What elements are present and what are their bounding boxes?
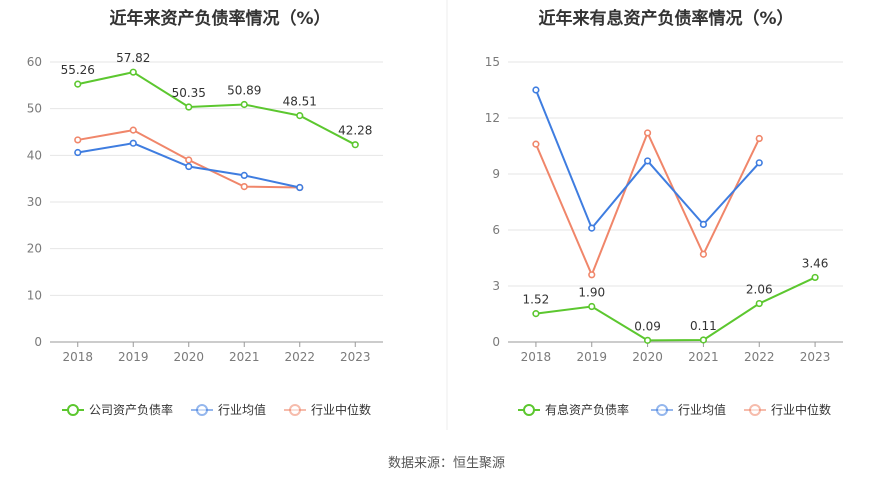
y-tick-label: 3 bbox=[492, 279, 500, 293]
data-label: 0.09 bbox=[634, 319, 661, 333]
data-point bbox=[755, 299, 763, 308]
data-point bbox=[185, 156, 193, 164]
y-tick-label: 10 bbox=[27, 288, 42, 302]
data-point bbox=[129, 139, 137, 147]
legend-swatch-marker bbox=[196, 404, 208, 416]
data-point bbox=[588, 302, 596, 311]
legend-label: 公司资产负债率 bbox=[89, 402, 173, 417]
x-tick-label: 2023 bbox=[800, 350, 831, 364]
legend-swatch-marker bbox=[289, 404, 301, 416]
legend-swatch-marker bbox=[749, 404, 761, 416]
data-point bbox=[185, 162, 193, 171]
y-tick-label: 40 bbox=[27, 148, 42, 162]
legend-item: 有息资产负债率 bbox=[518, 402, 629, 417]
x-tick-label: 2022 bbox=[744, 350, 775, 364]
series-line-industry-median bbox=[534, 130, 761, 278]
data-source-note: 数据来源：恒生聚源 bbox=[387, 456, 505, 471]
chart-title-interest-debt-ratio: 近年来有息资产负债率情况（%） bbox=[538, 9, 794, 29]
data-label: 57.82 bbox=[116, 51, 150, 65]
legend-swatch-marker bbox=[523, 404, 535, 416]
chart-debt: 0 10 20 30 40 50 60 2018 2019 2020 2021 2022 2023 55.… bbox=[27, 51, 383, 417]
data-label: 42.28 bbox=[338, 124, 372, 138]
y-tick-label: 50 bbox=[27, 102, 42, 116]
data-point bbox=[240, 171, 248, 179]
data-point bbox=[643, 336, 652, 344]
x-tick-label: 2022 bbox=[284, 350, 315, 364]
y-tick-label: 0 bbox=[34, 335, 42, 349]
data-point bbox=[588, 224, 596, 232]
data-point bbox=[185, 103, 193, 111]
legend-item: 行业中位数 bbox=[284, 402, 371, 417]
data-point bbox=[643, 129, 652, 137]
data-point bbox=[643, 157, 652, 165]
y-tick-label: 12 bbox=[485, 111, 500, 125]
legend-item: 行业均值 bbox=[191, 402, 266, 417]
data-point bbox=[240, 100, 248, 109]
x-tick-label: 2019 bbox=[118, 350, 149, 364]
data-label: 55.26 bbox=[61, 63, 95, 77]
x-tick-label: 2023 bbox=[340, 350, 371, 364]
y-tick-label: 15 bbox=[485, 55, 500, 69]
data-point bbox=[296, 112, 304, 120]
chart-interest: 0 3 6 9 12 15 2018 2019 2020 2021 2022 2023 1.52 1.90… bbox=[485, 55, 843, 417]
legend-label: 有息资产负债率 bbox=[545, 402, 629, 417]
x-tick-label: 2019 bbox=[576, 350, 607, 364]
data-point bbox=[532, 86, 540, 94]
y-tick-label: 6 bbox=[492, 223, 500, 237]
data-label: 50.89 bbox=[227, 84, 261, 98]
y-tick-label: 9 bbox=[492, 167, 500, 181]
x-tick-label: 2020 bbox=[173, 350, 204, 364]
legend-swatch-marker bbox=[67, 404, 79, 416]
legend-item: 公司资产负债率 bbox=[62, 402, 173, 417]
data-label: 1.90 bbox=[578, 286, 605, 300]
data-point bbox=[240, 183, 248, 191]
data-label: 1.52 bbox=[523, 293, 550, 307]
data-point bbox=[296, 183, 304, 192]
data-point bbox=[532, 140, 540, 148]
legend-label: 行业均值 bbox=[678, 402, 726, 417]
x-tick-label: 2021 bbox=[688, 350, 719, 364]
data-point bbox=[74, 136, 82, 144]
y-tick-label: 30 bbox=[27, 195, 42, 209]
y-tick-label: 20 bbox=[27, 242, 42, 256]
x-tick-label: 2018 bbox=[521, 350, 552, 364]
x-tick-label: 2020 bbox=[632, 350, 663, 364]
data-point bbox=[699, 250, 708, 258]
data-point bbox=[699, 336, 708, 344]
data-label: 48.51 bbox=[283, 95, 317, 109]
data-point bbox=[74, 80, 82, 88]
legend-label: 行业均值 bbox=[218, 402, 266, 417]
series-line-company bbox=[535, 276, 816, 342]
data-label: 3.46 bbox=[802, 256, 829, 270]
legend-item: 行业中位数 bbox=[744, 402, 831, 417]
y-tick-label: 60 bbox=[27, 55, 42, 69]
legend-label: 行业中位数 bbox=[311, 402, 371, 417]
data-point bbox=[755, 134, 763, 143]
legend-label: 行业中位数 bbox=[771, 402, 831, 417]
y-tick-label: 0 bbox=[492, 335, 500, 349]
data-label: 2.06 bbox=[746, 283, 773, 297]
data-point bbox=[74, 148, 82, 157]
data-point bbox=[588, 271, 596, 279]
data-point bbox=[755, 159, 763, 167]
data-label: 0.11 bbox=[690, 319, 717, 333]
chart-title-debt-ratio: 近年来资产负债率情况（%） bbox=[109, 9, 331, 29]
data-point bbox=[351, 141, 359, 149]
legend-item: 行业均值 bbox=[651, 402, 726, 417]
legend-swatch-marker bbox=[656, 404, 668, 416]
data-point bbox=[811, 273, 819, 282]
data-point bbox=[532, 310, 540, 318]
x-tick-label: 2018 bbox=[62, 350, 93, 364]
series-line-company bbox=[77, 71, 356, 146]
x-tick-label: 2021 bbox=[229, 350, 260, 364]
data-point bbox=[129, 68, 137, 76]
data-point bbox=[129, 126, 137, 134]
data-point bbox=[699, 220, 708, 228]
data-label: 50.35 bbox=[172, 86, 206, 100]
